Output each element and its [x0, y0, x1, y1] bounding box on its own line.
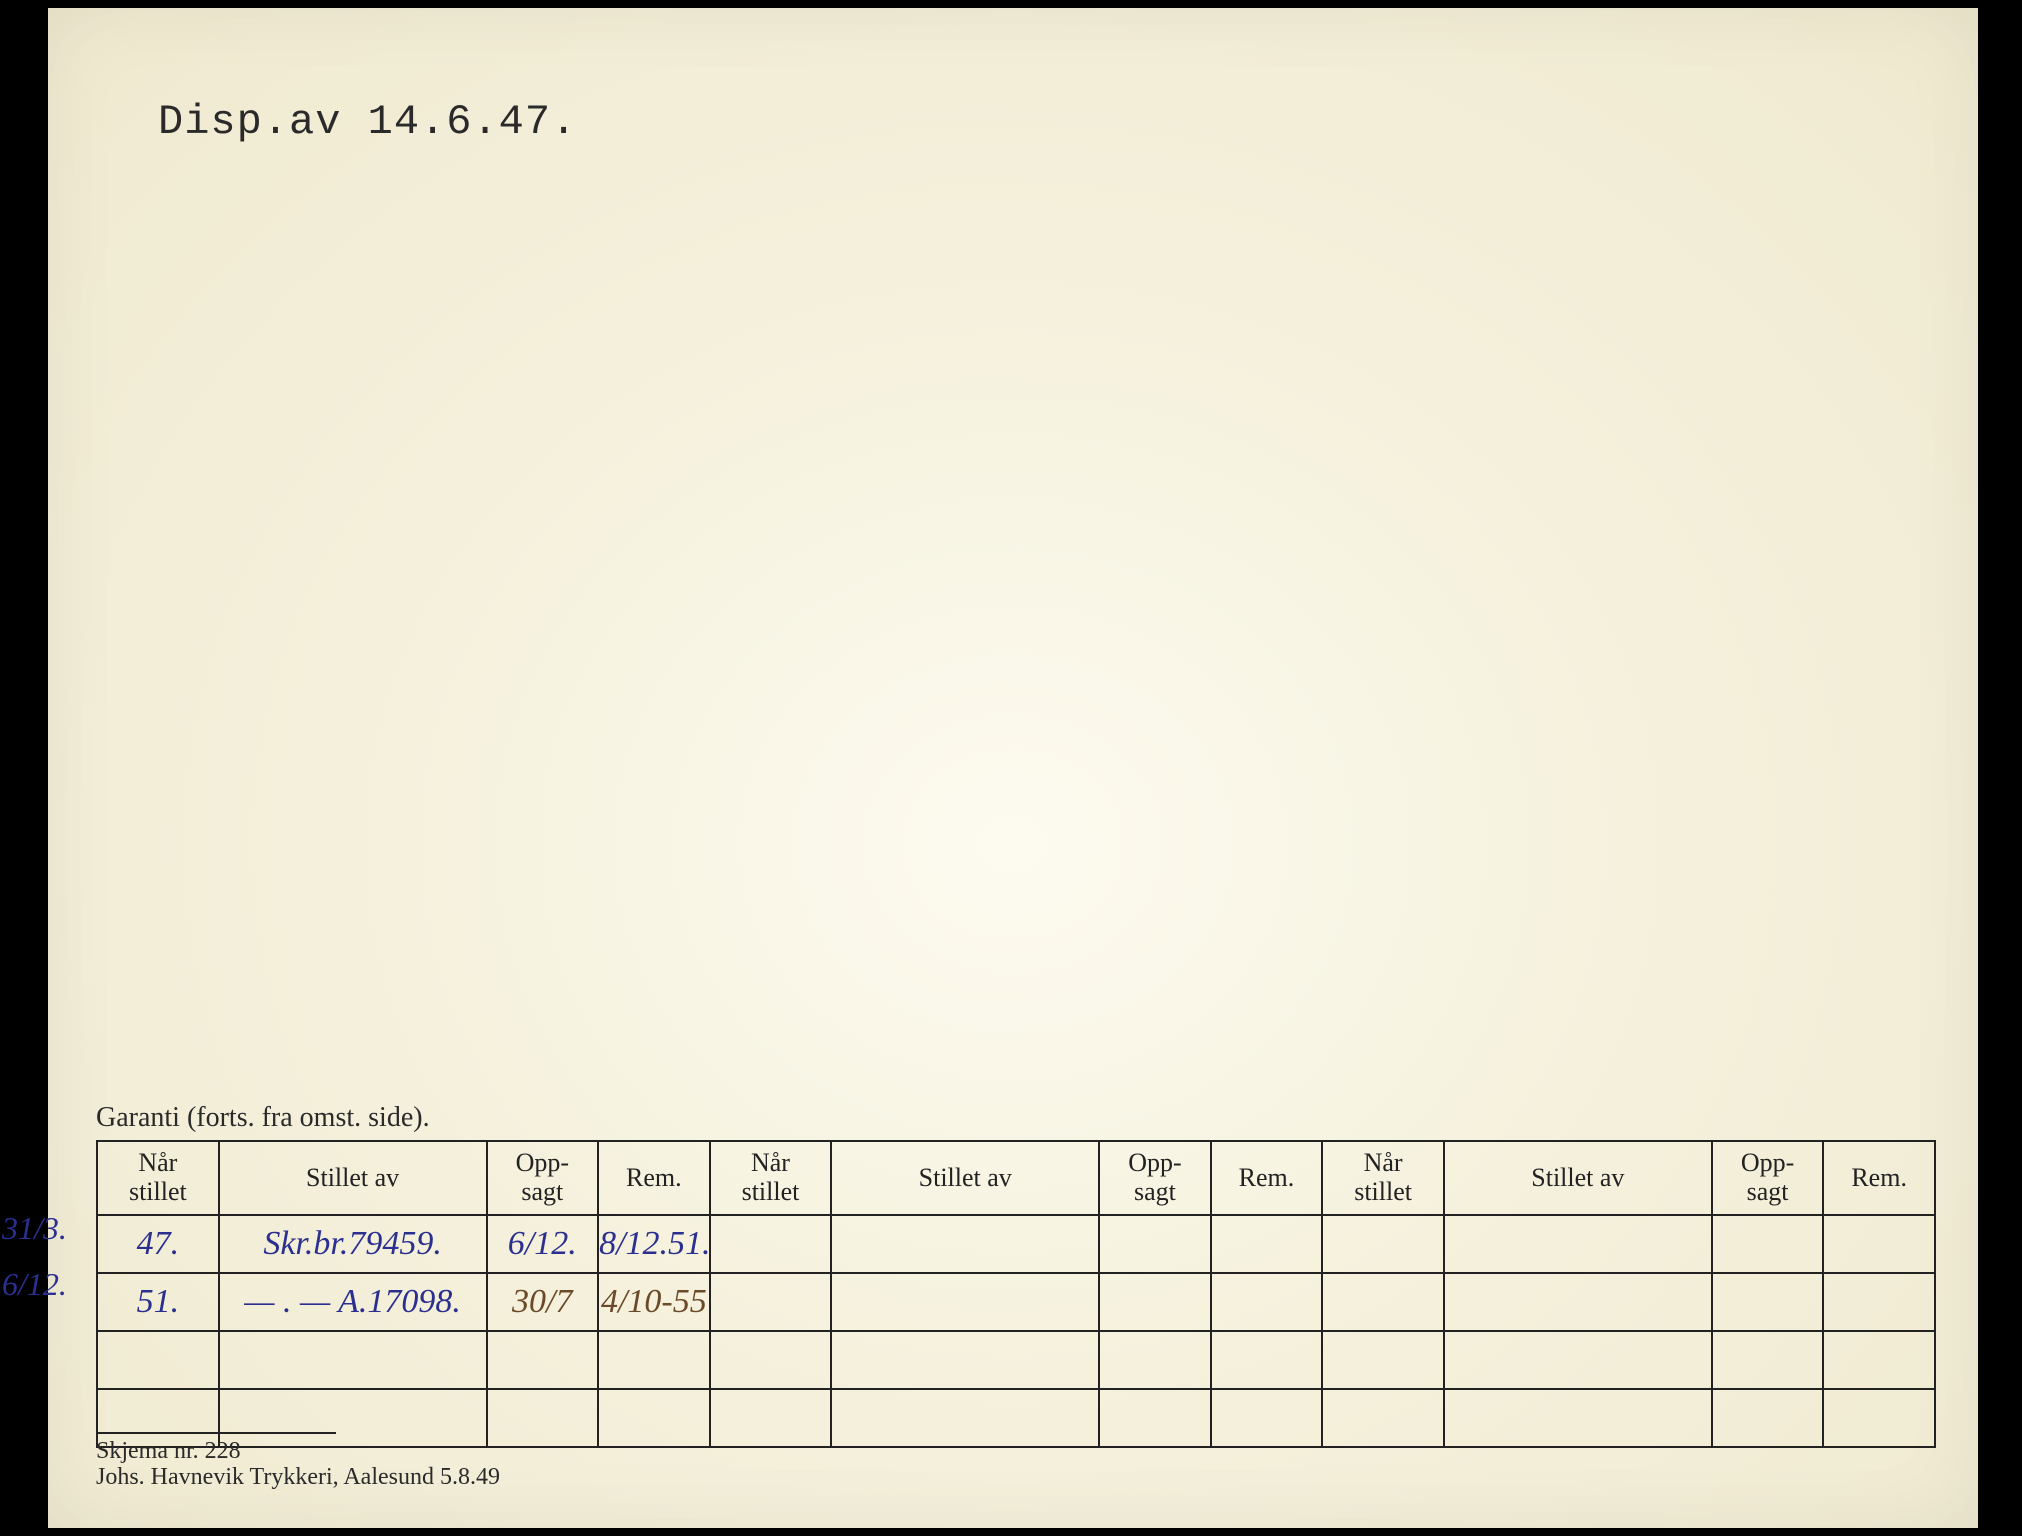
table-cell	[97, 1331, 219, 1389]
table-cell	[1322, 1389, 1444, 1447]
table-cell	[598, 1389, 710, 1447]
table-cell	[831, 1273, 1099, 1331]
garanti-table: NårstilletStillet avOpp-sagtRem.Nårstill…	[96, 1140, 1936, 1448]
table-cell	[1211, 1215, 1323, 1273]
table-head: NårstilletStillet avOpp-sagtRem.Nårstill…	[97, 1141, 1935, 1215]
table-cell	[1712, 1331, 1824, 1389]
column-header: Nårstillet	[710, 1141, 832, 1215]
table-cell	[710, 1215, 832, 1273]
margin-note: 6/12.	[2, 1266, 67, 1303]
column-header: Rem.	[1211, 1141, 1323, 1215]
table-cell	[1099, 1215, 1211, 1273]
table-row	[97, 1331, 1935, 1389]
table-cell	[1712, 1273, 1824, 1331]
column-header: Rem.	[1823, 1141, 1935, 1215]
cell-value: 4/10-55	[601, 1283, 707, 1320]
table-cell	[831, 1331, 1099, 1389]
table-cell	[710, 1331, 832, 1389]
table-row: 47. Skr.br.79459. 6/12. 8/12.51.	[97, 1215, 1935, 1273]
table-cell: 6/12.	[487, 1215, 599, 1273]
table-cell	[1322, 1215, 1444, 1273]
column-header: Opp-sagt	[487, 1141, 599, 1215]
table-cell	[1823, 1389, 1935, 1447]
table-body: 47. Skr.br.79459. 6/12. 8/12.51. 51. — . — A.…	[97, 1215, 1935, 1447]
table-cell: — . — A.17098.	[219, 1273, 487, 1331]
column-header: Stillet av	[831, 1141, 1099, 1215]
typed-header: Disp.av 14.6.47.	[158, 98, 577, 146]
table-cell	[1444, 1331, 1712, 1389]
table-cell	[710, 1273, 832, 1331]
column-header: Rem.	[598, 1141, 710, 1215]
table-cell	[1322, 1273, 1444, 1331]
table-cell: 30/7	[487, 1273, 599, 1331]
document-page: Disp.av 14.6.47. Garanti (forts. fra oms…	[48, 8, 1978, 1528]
table-cell: 47.	[97, 1215, 219, 1273]
footer-line-2: Johs. Havnevik Trykkeri, Aalesund 5.8.49	[96, 1464, 500, 1491]
cell-value: 30/7	[512, 1283, 572, 1320]
table-cell	[1444, 1273, 1712, 1331]
cell-value: 8/12.51.	[599, 1225, 710, 1262]
table-cell: Skr.br.79459.	[219, 1215, 487, 1273]
cell-value: — . — A.17098.	[244, 1283, 461, 1320]
table-cell: 51.	[97, 1273, 219, 1331]
column-header: Nårstillet	[97, 1141, 219, 1215]
table-cell	[598, 1331, 710, 1389]
table-cell	[1099, 1389, 1211, 1447]
margin-note: 31/3.	[2, 1210, 67, 1247]
cell-value: 47.	[137, 1225, 180, 1262]
column-header: Opp-sagt	[1712, 1141, 1824, 1215]
column-header: Nårstillet	[1322, 1141, 1444, 1215]
table-cell: 4/10-55	[598, 1273, 710, 1331]
garanti-table-wrap: NårstilletStillet avOpp-sagtRem.Nårstill…	[96, 1140, 1936, 1448]
table-cell	[1211, 1331, 1323, 1389]
table-cell	[831, 1215, 1099, 1273]
cell-value: Skr.br.79459.	[263, 1225, 442, 1262]
footer-line-1: Skjema nr. 228	[96, 1432, 336, 1465]
cell-value: 51.	[137, 1283, 180, 1320]
table-cell	[831, 1389, 1099, 1447]
table-cell	[1099, 1273, 1211, 1331]
table-cell	[1823, 1273, 1935, 1331]
header-row: NårstilletStillet avOpp-sagtRem.Nårstill…	[97, 1141, 1935, 1215]
table-cell	[710, 1389, 832, 1447]
table-cell	[1322, 1331, 1444, 1389]
table-cell	[1444, 1389, 1712, 1447]
table-cell	[487, 1331, 599, 1389]
cell-value: 6/12.	[508, 1225, 577, 1262]
table-cell	[1211, 1389, 1323, 1447]
table-row	[97, 1389, 1935, 1447]
table-cell	[1099, 1331, 1211, 1389]
column-header: Stillet av	[219, 1141, 487, 1215]
table-cell	[1712, 1389, 1824, 1447]
column-header: Opp-sagt	[1099, 1141, 1211, 1215]
table-row: 51. — . — A.17098. 30/7 4/10-55	[97, 1273, 1935, 1331]
table-cell	[1823, 1331, 1935, 1389]
section-caption: Garanti (forts. fra omst. side).	[96, 1102, 430, 1134]
table-cell	[1211, 1273, 1323, 1331]
table-cell	[219, 1331, 487, 1389]
table-cell	[1712, 1215, 1824, 1273]
table-cell	[1444, 1215, 1712, 1273]
table-cell: 8/12.51.	[598, 1215, 710, 1273]
table-cell	[487, 1389, 599, 1447]
column-header: Stillet av	[1444, 1141, 1712, 1215]
table-cell	[1823, 1215, 1935, 1273]
